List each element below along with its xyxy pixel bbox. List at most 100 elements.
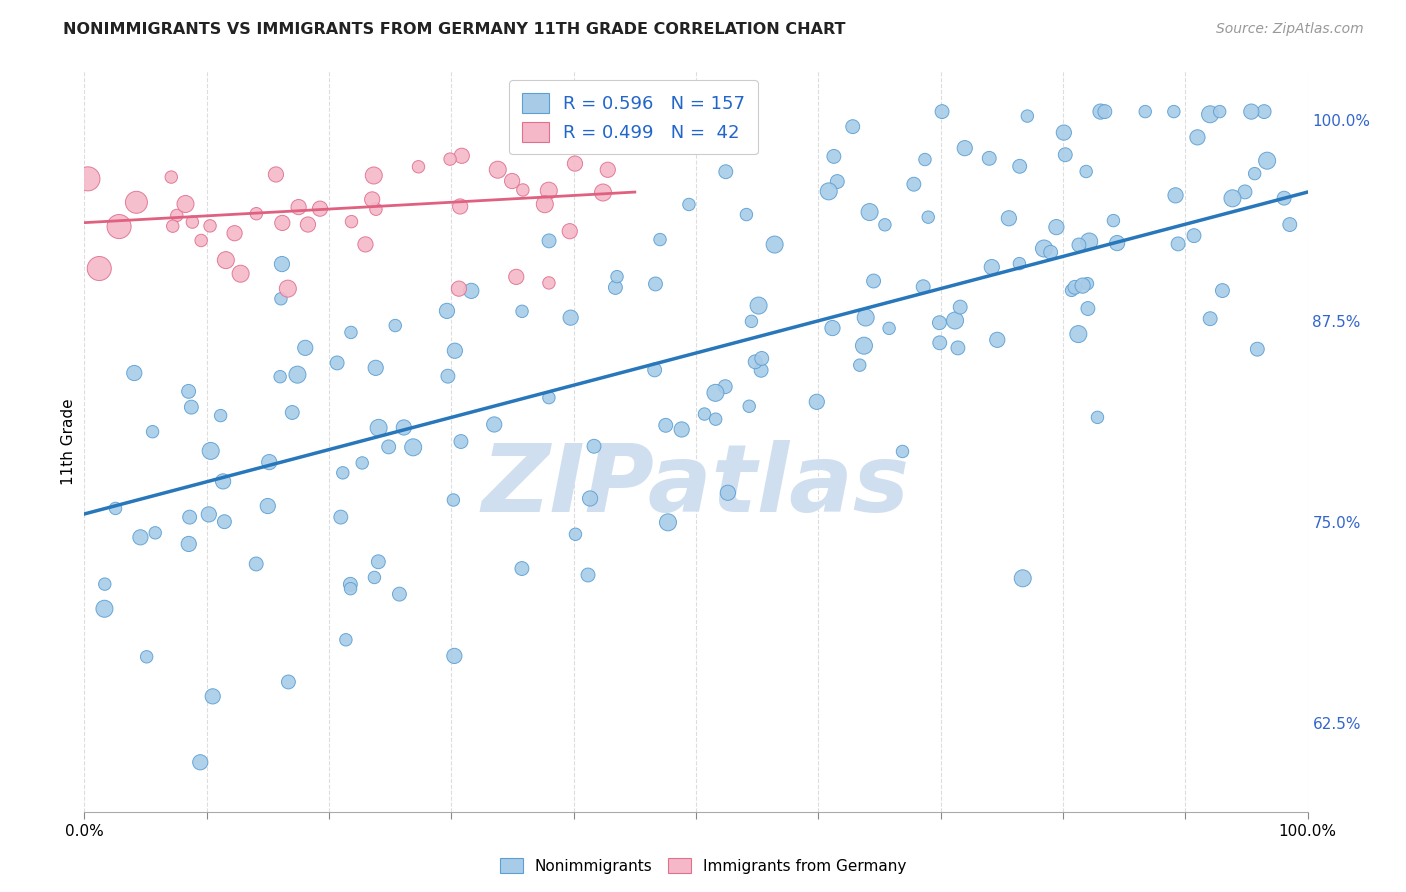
Point	[89, 261, 111, 276]
Point	[877, 321, 900, 335]
Point	[738, 399, 761, 413]
Point	[914, 153, 936, 167]
Point	[817, 185, 839, 199]
Point	[340, 214, 363, 228]
Point	[537, 391, 560, 405]
Point	[582, 439, 605, 453]
Point	[512, 183, 534, 197]
Point	[439, 152, 461, 166]
Point	[339, 582, 361, 596]
Point	[537, 184, 560, 198]
Point	[257, 455, 280, 469]
Y-axis label: 11th Grade: 11th Grade	[60, 398, 76, 485]
Point	[124, 366, 146, 380]
Point	[384, 318, 406, 333]
Point	[198, 219, 221, 233]
Point	[364, 360, 387, 375]
Point	[108, 219, 131, 234]
Point	[200, 444, 222, 458]
Point	[277, 282, 299, 296]
Point	[931, 104, 953, 119]
Point	[1208, 104, 1230, 119]
Point	[1167, 236, 1189, 251]
Point	[1067, 238, 1090, 252]
Point	[1045, 220, 1067, 235]
Point	[367, 421, 389, 435]
Point	[855, 310, 877, 325]
Point	[1187, 130, 1209, 145]
Point	[751, 351, 773, 366]
Point	[188, 756, 211, 770]
Point	[364, 202, 387, 217]
Point	[181, 215, 204, 229]
Point	[579, 491, 602, 506]
Point	[332, 466, 354, 480]
Point	[1102, 213, 1125, 227]
Point	[533, 197, 555, 211]
Point	[402, 440, 425, 454]
Point	[450, 434, 472, 449]
Point	[873, 218, 896, 232]
Point	[1011, 571, 1033, 585]
Point	[93, 601, 115, 615]
Point	[214, 515, 236, 529]
Point	[763, 237, 786, 252]
Point	[450, 149, 472, 163]
Point	[946, 341, 969, 355]
Point	[704, 412, 727, 426]
Point	[1246, 342, 1268, 356]
Point	[592, 186, 614, 200]
Point	[564, 527, 586, 541]
Point	[408, 160, 430, 174]
Point	[162, 219, 184, 234]
Point	[654, 418, 676, 433]
Text: ZIPatlas: ZIPatlas	[482, 440, 910, 532]
Point	[714, 165, 737, 179]
Point	[1078, 235, 1101, 249]
Point	[986, 333, 1008, 347]
Point	[460, 284, 482, 298]
Point	[1077, 301, 1099, 316]
Point	[269, 369, 291, 384]
Point	[1163, 104, 1185, 119]
Point	[693, 407, 716, 421]
Point	[264, 168, 287, 182]
Point	[209, 409, 232, 423]
Point	[891, 444, 914, 458]
Point	[848, 358, 870, 372]
Point	[297, 218, 319, 232]
Point	[605, 280, 627, 294]
Point	[77, 171, 100, 186]
Point	[657, 516, 679, 530]
Point	[862, 274, 884, 288]
Point	[1008, 159, 1031, 173]
Point	[505, 269, 527, 284]
Point	[1256, 153, 1278, 168]
Point	[1164, 188, 1187, 202]
Point	[1076, 277, 1098, 291]
Point	[648, 233, 671, 247]
Point	[678, 197, 700, 211]
Point	[352, 456, 374, 470]
Point	[270, 292, 292, 306]
Point	[671, 422, 693, 436]
Point	[1064, 280, 1087, 294]
Point	[1222, 191, 1244, 205]
Point	[486, 162, 509, 177]
Point	[256, 499, 278, 513]
Point	[1211, 284, 1233, 298]
Point	[852, 339, 875, 353]
Text: Source: ZipAtlas.com: Source: ZipAtlas.com	[1216, 22, 1364, 37]
Point	[190, 234, 212, 248]
Point	[928, 335, 950, 350]
Point	[179, 510, 201, 524]
Point	[245, 207, 267, 221]
Point	[271, 216, 294, 230]
Point	[367, 555, 389, 569]
Point	[576, 568, 599, 582]
Point	[949, 300, 972, 314]
Point	[1182, 228, 1205, 243]
Point	[537, 276, 560, 290]
Point	[277, 675, 299, 690]
Point	[449, 199, 471, 213]
